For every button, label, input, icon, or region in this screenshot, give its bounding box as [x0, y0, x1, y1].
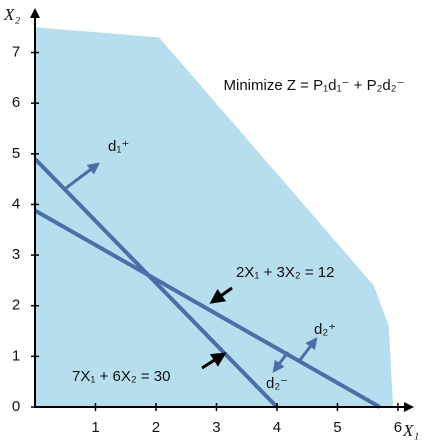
- annotation: d₂⁻: [266, 375, 288, 392]
- chart-title: Minimize Z = P₁d₁⁻ + P₂d₂⁻: [224, 77, 405, 94]
- annotation: d₁⁺: [108, 138, 129, 155]
- line-label: 7X₁ + 6X₂ = 30: [72, 368, 170, 385]
- x-tick-label: 3: [212, 419, 220, 436]
- y-tick-label: 2: [12, 297, 20, 314]
- y-tick-label: 7: [12, 43, 20, 60]
- constraint-line: [34, 208, 381, 409]
- x-tick-label: 4: [273, 419, 281, 436]
- y-axis-label: X₂: [3, 5, 20, 24]
- y-tick-label: 0: [12, 398, 20, 415]
- axes: [30, 8, 414, 412]
- y-tick-label: 1: [12, 347, 20, 364]
- constraint-line: [33, 157, 279, 409]
- x-tick-label: 1: [91, 419, 99, 436]
- annotation: d₂⁺: [314, 321, 336, 338]
- y-tick-label: 6: [12, 94, 20, 111]
- x-tick-label: 5: [333, 419, 341, 436]
- y-tick-label: 4: [12, 195, 20, 212]
- arrows: [65, 162, 318, 373]
- x-tick-label: 6: [394, 419, 402, 436]
- x-axis-label: X₁: [402, 421, 419, 440]
- y-tick-label: 5: [12, 145, 20, 162]
- x-tick-label: 2: [152, 419, 160, 436]
- y-tick-label: 3: [12, 246, 20, 263]
- line-label: 2X₁ + 3X₂ = 12: [236, 264, 334, 281]
- feasible-region: [35, 27, 394, 407]
